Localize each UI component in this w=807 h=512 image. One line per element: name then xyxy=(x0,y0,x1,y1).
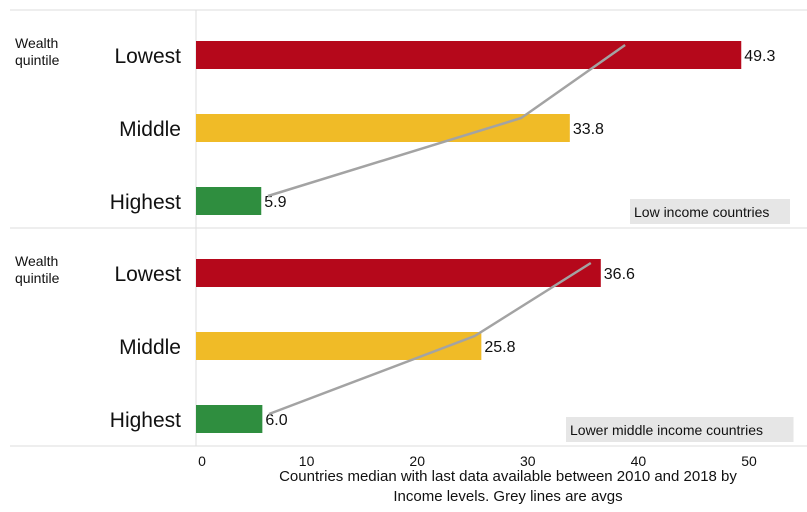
panel-label: Low income countries xyxy=(634,204,769,220)
data-label: 6.0 xyxy=(265,412,287,429)
x-tick-label: 10 xyxy=(299,453,315,469)
x-tick-label: 0 xyxy=(198,453,206,469)
bar-highest xyxy=(196,405,263,433)
bar-lowest xyxy=(196,259,601,287)
data-label: 49.3 xyxy=(744,48,775,65)
y-axis-label-line-1: Wealth xyxy=(15,35,58,51)
bar-middle xyxy=(196,332,482,360)
category-label: Lowest xyxy=(114,263,181,286)
bar-highest xyxy=(196,187,262,215)
data-label: 33.8 xyxy=(573,121,604,138)
y-axis-label-line-1: Wealth xyxy=(15,253,58,269)
x-axis-caption-line-1: Countries median with last data availabl… xyxy=(279,468,737,485)
x-tick-label: 30 xyxy=(520,453,536,469)
bar-lowest xyxy=(196,41,742,69)
y-axis-label-line-2: quintile xyxy=(15,270,60,286)
average-line xyxy=(267,43,626,198)
category-label: Lowest xyxy=(114,45,181,68)
category-label: Middle xyxy=(119,118,181,141)
average-line xyxy=(268,261,592,416)
data-label: 25.8 xyxy=(484,339,515,356)
x-axis-caption-line-2: Income levels. Grey lines are avgs xyxy=(393,488,622,505)
x-axis: 0 10 20 30 40 50 xyxy=(10,445,807,469)
x-tick-label: 20 xyxy=(409,453,425,469)
data-label: 36.6 xyxy=(604,266,635,283)
category-label: Middle xyxy=(119,336,181,359)
x-tick-label: 40 xyxy=(631,453,647,469)
data-label: 5.9 xyxy=(264,194,286,211)
x-tick-label: 50 xyxy=(741,453,757,469)
panel-label-box xyxy=(630,199,790,224)
bar-middle xyxy=(196,114,570,142)
panel-label: Lower middle income countries xyxy=(570,422,763,438)
panel-label-box xyxy=(566,417,794,442)
category-label: Highest xyxy=(110,191,181,214)
y-axis-label-line-2: quintile xyxy=(15,52,60,68)
category-label: Highest xyxy=(110,409,181,432)
